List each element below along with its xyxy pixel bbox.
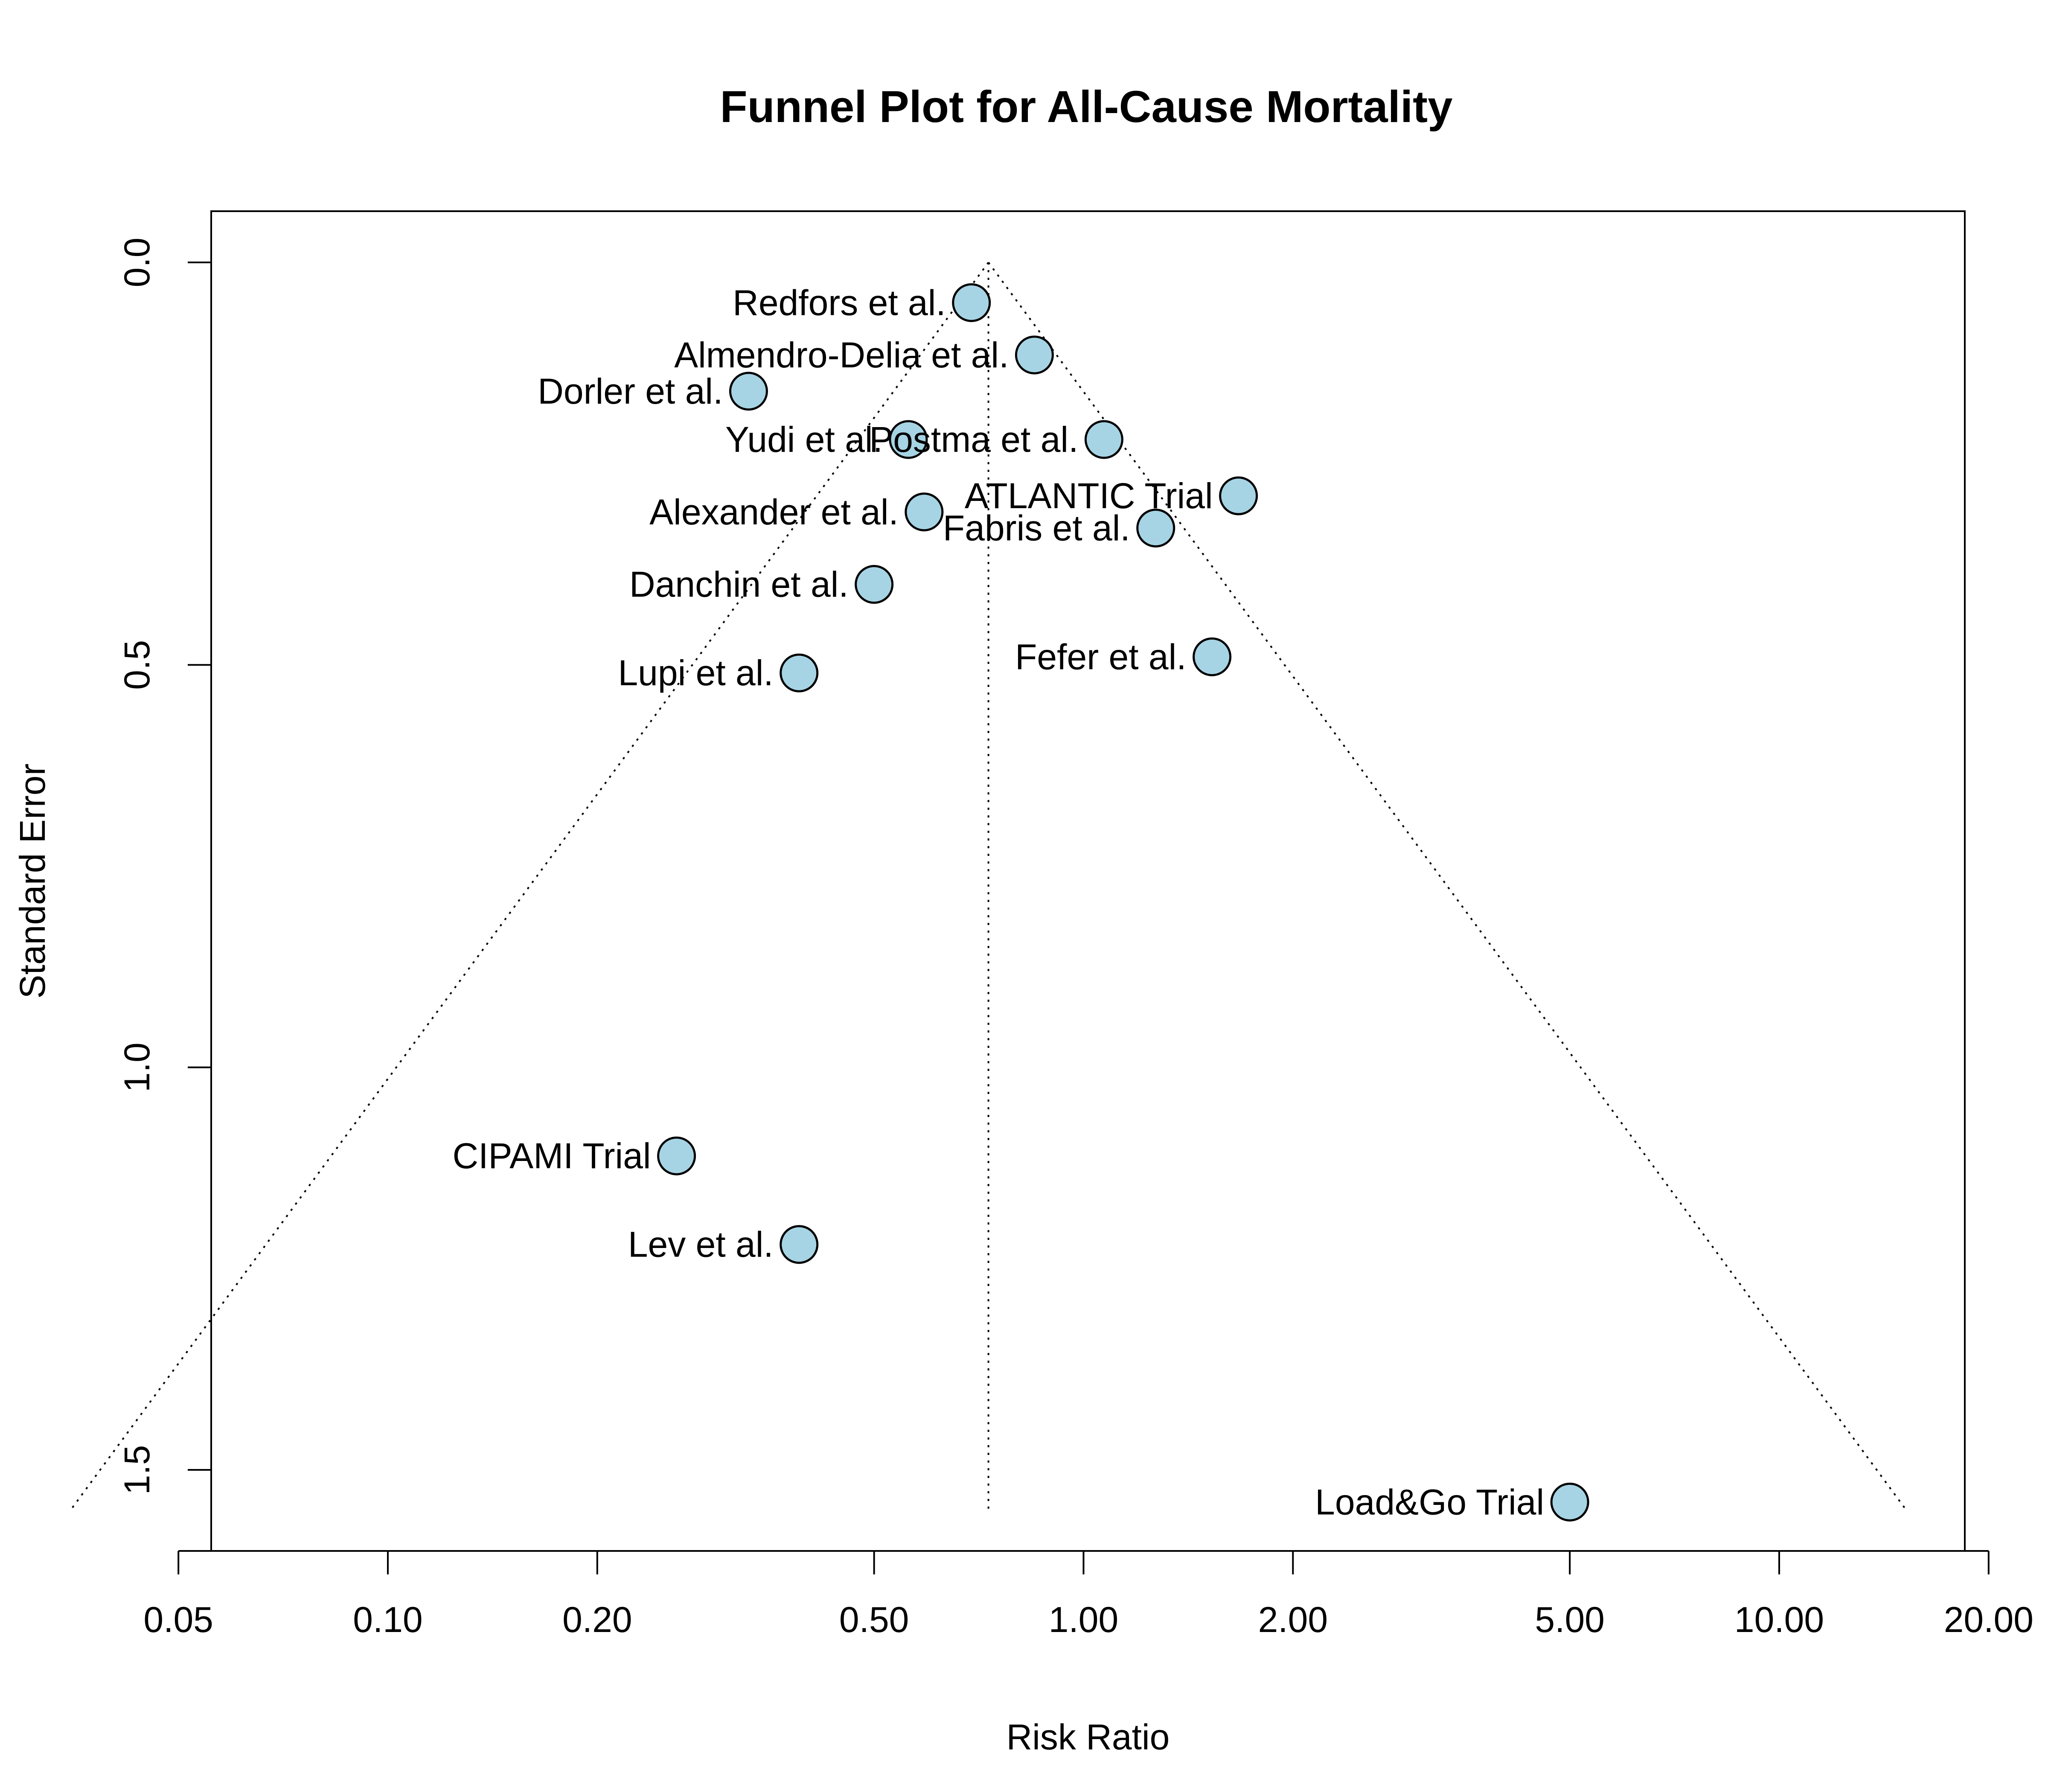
x-tick-label: 1.00 — [1049, 1600, 1119, 1640]
point-marker — [1015, 335, 1054, 375]
point-marker — [1550, 1482, 1589, 1521]
study-point: Lupi et al. — [618, 653, 819, 693]
point-label: Fabris et al. — [943, 508, 1130, 548]
point-label: ATLANTIC Trial — [965, 476, 1213, 516]
study-point: Almendro-Delia et al. — [674, 335, 1054, 375]
y-axis: 0.0 0.5 1.0 1.5 — [117, 238, 212, 1495]
point-label: Almendro-Delia et al. — [674, 335, 1009, 375]
data-points: Redfors et al. Almendro-Delia et al.Dorle… — [452, 282, 1589, 1522]
study-point: Postma et al. — [869, 419, 1123, 460]
study-point: Alexander et al. — [649, 492, 944, 532]
x-tick-label: 0.20 — [562, 1600, 632, 1640]
study-point: ATLANTIC Trial — [965, 476, 1258, 516]
study-point: CIPAMI Trial — [452, 1136, 696, 1176]
study-point: Danchin et al. — [629, 564, 894, 605]
funnel-lines — [70, 262, 1907, 1511]
funnel-left-limit — [70, 262, 989, 1511]
point-marker — [729, 372, 768, 411]
point-label: Fefer et al. — [1015, 637, 1187, 677]
x-tick-label: 0.10 — [353, 1600, 423, 1640]
x-axis-label: Risk Ratio — [1007, 1717, 1170, 1757]
plot-frame — [210, 210, 1966, 1552]
point-marker — [1193, 637, 1232, 676]
point-label: Postma et al. — [869, 419, 1078, 460]
point-marker — [952, 283, 991, 322]
point-label: Redfors et al. — [733, 282, 946, 323]
point-label: Dorler et al. — [538, 371, 723, 411]
study-point: Fabris et al. — [943, 508, 1175, 548]
y-tick-label: 0.5 — [117, 640, 157, 690]
x-tick-label: 0.50 — [839, 1600, 909, 1640]
study-point: Lev et al. — [628, 1225, 819, 1265]
point-label: Load&Go Trial — [1315, 1482, 1544, 1522]
point-label: Lupi et al. — [618, 653, 773, 693]
point-label: Danchin et al. — [629, 564, 849, 605]
point-marker — [905, 492, 944, 532]
study-point: Load&Go Trial — [1315, 1482, 1589, 1522]
x-tick-label: 20.00 — [1944, 1600, 2033, 1640]
chart-title: Funnel Plot for All-Cause Mortality — [720, 82, 1452, 132]
y-tick-label: 1.0 — [117, 1042, 157, 1092]
y-tick-label: 1.5 — [117, 1445, 157, 1495]
point-marker — [780, 653, 819, 692]
y-tick-label: 0.0 — [117, 238, 157, 288]
funnel-right-limit — [988, 262, 1907, 1511]
x-tick-label: 0.05 — [143, 1600, 213, 1640]
point-label: Yudi et al. — [725, 419, 883, 460]
study-point: Fefer et al. — [1015, 637, 1232, 677]
x-axis: 0.05 0.10 0.20 0.50 1.00 2.00 5.00 10.00 20.00 — [143, 1550, 2033, 1640]
point-marker — [780, 1225, 819, 1264]
study-point: Redfors et al. — [733, 282, 991, 323]
point-label: Lev et al. — [628, 1225, 774, 1265]
x-tick-label: 2.00 — [1258, 1600, 1328, 1640]
x-tick-label: 5.00 — [1535, 1600, 1605, 1640]
point-marker — [1219, 476, 1258, 515]
point-marker — [889, 420, 928, 459]
point-marker — [657, 1136, 696, 1175]
point-marker — [855, 565, 894, 604]
point-label: Alexander et al. — [649, 492, 899, 532]
x-tick-label: 10.00 — [1734, 1600, 1824, 1640]
study-point: Dorler et al. — [538, 371, 768, 411]
y-axis-label: Standard Error — [12, 764, 52, 999]
point-marker — [1084, 420, 1123, 459]
study-point: Yudi et al. — [725, 419, 928, 460]
point-label: CIPAMI Trial — [452, 1136, 651, 1176]
point-marker — [1136, 509, 1175, 548]
